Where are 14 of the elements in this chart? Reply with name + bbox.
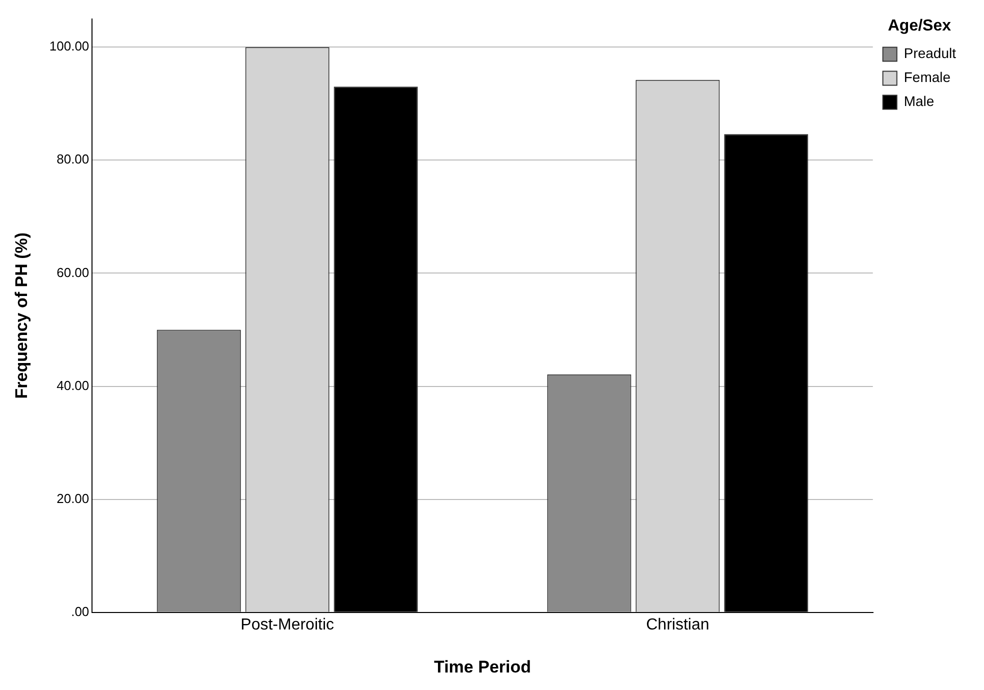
y-tick-label: .00	[71, 604, 90, 619]
y-tick-label: 60.00	[56, 264, 90, 280]
y-tick-label: 80.00	[56, 152, 90, 167]
x-axis-title: Time Period	[434, 657, 532, 676]
y-axis-title: Frequency of PH (%)	[12, 232, 31, 399]
x-tick-label: Post-Meroitic	[240, 616, 334, 634]
legend-label: Preadult	[904, 45, 956, 62]
y-tick-label: 100.00	[49, 38, 90, 54]
legend-title: Age/Sex	[888, 17, 952, 34]
x-tick-label: Christian	[646, 616, 710, 634]
legend-label: Female	[904, 69, 951, 86]
legend-label: Male	[904, 93, 934, 110]
y-tick-label: 20.00	[56, 490, 90, 506]
y-tick-label: 40.00	[56, 378, 90, 393]
